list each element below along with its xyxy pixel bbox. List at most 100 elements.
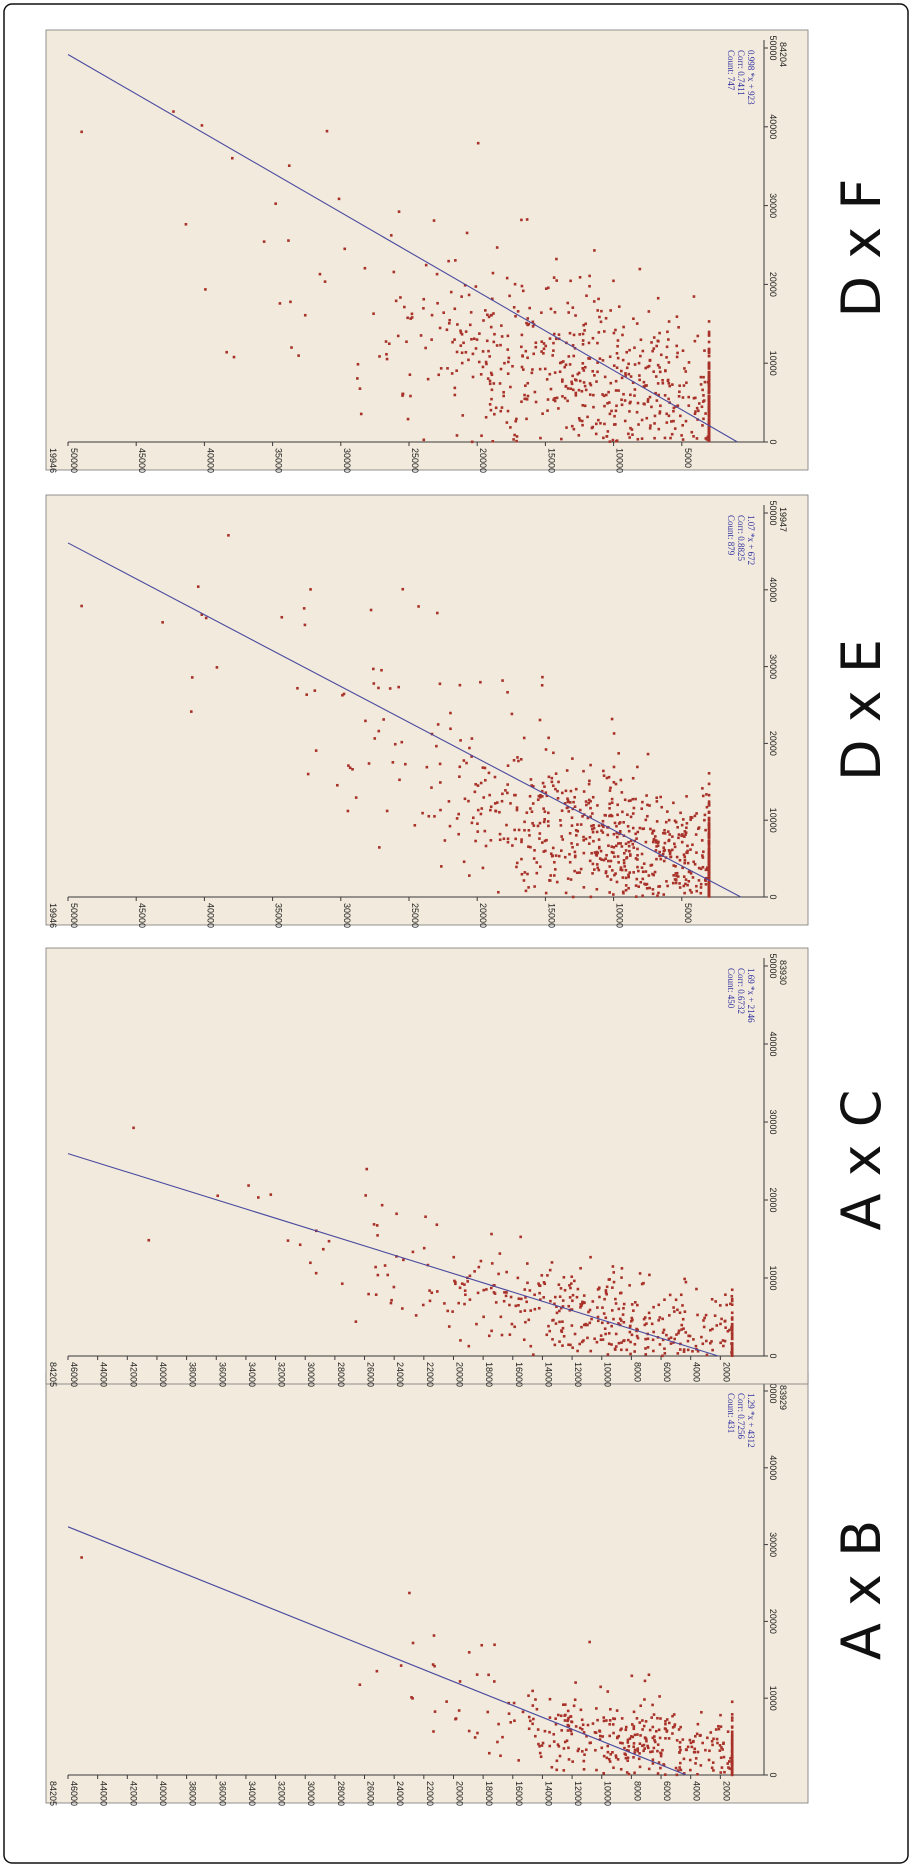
data-point	[476, 830, 480, 833]
data-point	[385, 357, 389, 361]
data-point	[435, 272, 439, 276]
data-point	[607, 1757, 611, 1761]
data-point	[720, 1317, 723, 1321]
data-point	[654, 849, 658, 852]
data-point	[709, 1731, 713, 1734]
data-point	[597, 1286, 601, 1290]
data-point	[602, 1312, 606, 1315]
data-point	[652, 336, 656, 339]
data-point	[555, 279, 558, 282]
data-point	[539, 1298, 542, 1301]
data-point	[356, 362, 360, 366]
data-point	[506, 690, 509, 694]
data-point	[658, 850, 661, 854]
data-point	[637, 423, 640, 426]
data-point	[604, 870, 608, 873]
data-point	[468, 1274, 472, 1278]
data-point	[455, 434, 459, 437]
data-point	[658, 1736, 662, 1740]
data-point	[604, 1332, 607, 1336]
data-point	[608, 1734, 612, 1738]
data-point	[605, 1719, 608, 1722]
data-point	[615, 404, 618, 408]
data-point	[435, 1223, 439, 1227]
data-point	[515, 865, 518, 869]
y-tick-label: 16000	[514, 1781, 524, 1806]
data-point	[306, 772, 310, 776]
data-point	[475, 1673, 479, 1676]
data-point	[372, 667, 375, 671]
data-point	[598, 315, 601, 319]
data-point	[494, 809, 498, 813]
panel-border	[45, 494, 809, 926]
data-point	[587, 782, 591, 786]
data-point	[520, 872, 524, 876]
data-point	[564, 891, 568, 895]
data-point	[707, 844, 711, 848]
data-point	[501, 679, 504, 682]
data-point	[527, 1727, 531, 1731]
data-point	[568, 363, 572, 366]
data-point	[607, 390, 610, 394]
data-point	[482, 1288, 486, 1292]
data-point	[439, 808, 442, 812]
data-point	[439, 367, 443, 370]
data-point	[592, 824, 595, 827]
data-point	[615, 366, 619, 370]
data-point	[588, 382, 592, 385]
data-point	[699, 891, 703, 895]
data-point	[642, 1724, 646, 1728]
data-point	[721, 1339, 725, 1342]
regression-line	[67, 1526, 687, 1776]
data-point	[682, 853, 686, 856]
data-point	[682, 1327, 685, 1330]
data-point	[659, 353, 663, 357]
data-point	[468, 323, 472, 327]
data-point	[650, 1322, 654, 1326]
data-point	[633, 388, 637, 391]
data-point	[548, 1716, 552, 1719]
data-point	[588, 859, 592, 863]
data-point	[654, 841, 658, 844]
data-point	[563, 1740, 567, 1744]
data-point	[544, 287, 548, 290]
data-point	[574, 1725, 578, 1728]
data-point	[637, 361, 641, 365]
data-point	[587, 798, 591, 802]
data-point	[683, 1310, 687, 1313]
data-point	[683, 891, 686, 895]
data-point	[555, 1759, 559, 1763]
data-point	[602, 1772, 605, 1775]
data-point	[650, 863, 654, 867]
data-point	[686, 883, 689, 887]
data-point	[466, 1280, 470, 1283]
data-point	[620, 1348, 623, 1352]
data-point	[651, 349, 654, 353]
data-point	[453, 307, 457, 311]
data-point	[673, 878, 677, 881]
data-point	[576, 829, 580, 833]
data-point	[672, 406, 676, 410]
data-point	[563, 855, 567, 859]
data-point	[569, 1286, 572, 1290]
data-point	[681, 349, 685, 352]
y-tick-label: 10000	[603, 1781, 613, 1806]
data-point	[651, 832, 654, 835]
data-point	[630, 1735, 633, 1738]
data-point	[656, 1716, 659, 1720]
data-point	[631, 797, 635, 801]
data-point	[653, 422, 656, 425]
data-point	[424, 1215, 427, 1219]
data-point	[614, 1297, 617, 1301]
data-point	[557, 407, 560, 410]
data-point	[729, 1302, 732, 1306]
data-point	[628, 410, 631, 413]
data-point	[662, 846, 666, 850]
data-point	[499, 1754, 502, 1758]
data-point	[689, 1768, 692, 1772]
data-point	[590, 1317, 593, 1321]
data-point	[531, 320, 535, 324]
data-point	[574, 391, 578, 395]
data-point	[573, 869, 576, 873]
data-point	[604, 316, 608, 320]
